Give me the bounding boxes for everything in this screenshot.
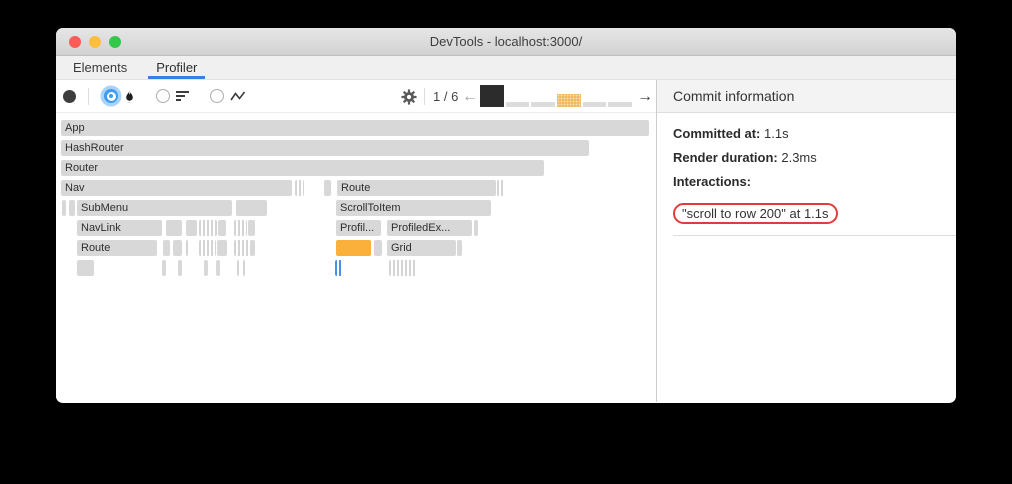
window-controls [69, 36, 121, 48]
flame-bar-route[interactable]: Route [77, 240, 157, 256]
flame-chart: App HashRouter Router Nav Route SubMenu Scroll… [56, 113, 656, 402]
commit-info-pane: Commit information Committed at: 1.1s Re… [656, 80, 956, 402]
interactions-line: Interactions: [673, 174, 940, 189]
minimize-window-button[interactable] [89, 36, 101, 48]
interactions-divider [673, 235, 956, 236]
flame-bar[interactable] [335, 260, 342, 276]
flame-bar[interactable] [216, 260, 220, 276]
flamegraph-view-radio[interactable] [104, 89, 118, 103]
flame-bar-navlink[interactable]: NavLink [77, 220, 162, 236]
interactions-label: Interactions: [673, 174, 752, 189]
record-icon [63, 90, 76, 103]
flame-bar[interactable] [336, 240, 371, 256]
commit-counter: 1 / 6 [433, 89, 459, 104]
flame-bar-route[interactable]: Route [337, 180, 496, 196]
committed-at-label: Committed at: [673, 126, 761, 141]
commit-bar-normal[interactable] [608, 102, 633, 107]
flame-bar[interactable] [186, 220, 197, 236]
render-duration-value: 2.3ms [781, 150, 817, 165]
flame-bar[interactable] [199, 220, 217, 236]
flame-bar-submenu[interactable]: SubMenu [77, 200, 232, 216]
flame-bar-profil[interactable]: Profil... [336, 220, 381, 236]
next-commit-button[interactable]: → [637, 88, 653, 105]
flame-bar-nav[interactable]: Nav [61, 180, 292, 196]
toolbar-separator [88, 88, 89, 105]
commit-bar-normal[interactable] [505, 102, 530, 107]
flame-bar[interactable] [199, 240, 216, 256]
interactions-line-icon[interactable] [230, 90, 246, 103]
flame-bar[interactable] [163, 240, 170, 256]
flame-bar[interactable] [236, 200, 267, 216]
ranked-view-radio[interactable] [156, 89, 170, 103]
render-duration-line: Render duration: 2.3ms [673, 150, 940, 165]
flame-bar-hashrouter[interactable]: HashRouter [61, 140, 589, 156]
flame-bar[interactable] [324, 180, 331, 196]
flame-bar[interactable] [474, 220, 478, 236]
committed-at-value: 1.1s [764, 126, 789, 141]
flame-bar[interactable] [237, 260, 241, 276]
flame-bar[interactable] [218, 220, 226, 236]
render-duration-label: Render duration: [673, 150, 778, 165]
commit-selector-bars [480, 85, 633, 107]
flame-bar[interactable] [457, 240, 462, 256]
flame-bar[interactable] [295, 180, 304, 196]
profiler-pane: 1 / 6 ← → App HashRouter Router Nav Route Sub… [56, 80, 656, 402]
flame-bar[interactable] [248, 220, 255, 236]
flame-bar[interactable] [250, 240, 255, 256]
commit-bar-normal[interactable] [582, 102, 607, 107]
main-area: 1 / 6 ← → App HashRouter Router Nav Route Sub… [56, 80, 956, 402]
flame-bar[interactable] [374, 240, 382, 256]
flame-bar[interactable] [234, 220, 247, 236]
flame-icon[interactable] [122, 89, 137, 104]
window-title: DevTools - localhost:3000/ [429, 34, 583, 49]
flame-bar-grid[interactable]: Grid [387, 240, 456, 256]
tab-elements[interactable]: Elements [73, 60, 128, 75]
interactions-view-radio[interactable] [210, 89, 224, 103]
flame-bar[interactable] [186, 240, 190, 256]
flame-bar-router[interactable]: Router [61, 160, 544, 176]
commit-bar-interaction[interactable] [557, 94, 581, 107]
flame-bar[interactable] [173, 240, 182, 256]
gear-icon[interactable] [401, 89, 417, 105]
flame-bar[interactable] [204, 260, 208, 276]
tab-bar: Elements Profiler [56, 56, 956, 80]
title-bar: DevTools - localhost:3000/ [56, 28, 956, 56]
flame-bar[interactable] [77, 260, 94, 276]
tab-profiler[interactable]: Profiler [148, 56, 206, 79]
close-window-button[interactable] [69, 36, 81, 48]
profiler-toolbar: 1 / 6 ← → [56, 80, 656, 113]
flame-bar[interactable] [166, 220, 182, 236]
flame-bar[interactable] [234, 240, 249, 256]
ranked-bars-icon[interactable] [176, 90, 191, 103]
commit-info-content: Committed at: 1.1s Render duration: 2.3m… [657, 113, 956, 236]
toolbar-separator [424, 88, 425, 105]
flame-bar-app[interactable]: App [61, 120, 649, 136]
flame-bar-scrolltoitem[interactable]: ScrollToItem [336, 200, 491, 216]
zoom-window-button[interactable] [109, 36, 121, 48]
flame-bar[interactable] [243, 260, 247, 276]
previous-commit-button[interactable]: ← [462, 88, 478, 105]
flame-bar[interactable] [162, 260, 166, 276]
commit-info-header: Commit information [657, 80, 956, 113]
commit-bar-normal[interactable] [531, 102, 556, 107]
flame-bar-profiledex[interactable]: ProfiledEx... [387, 220, 472, 236]
commit-bar-selected[interactable] [480, 85, 504, 107]
flame-bar[interactable] [389, 260, 416, 276]
flame-bar[interactable] [497, 180, 505, 196]
committed-at-line: Committed at: 1.1s [673, 126, 940, 141]
flame-bar[interactable] [69, 200, 75, 216]
interaction-badge[interactable]: "scroll to row 200" at 1.1s [673, 203, 838, 224]
flame-bar[interactable] [62, 200, 66, 216]
devtools-window: DevTools - localhost:3000/ Elements Profi… [56, 28, 956, 403]
flame-bar[interactable] [178, 260, 182, 276]
flame-bar[interactable] [217, 240, 227, 256]
record-button[interactable] [63, 90, 76, 103]
